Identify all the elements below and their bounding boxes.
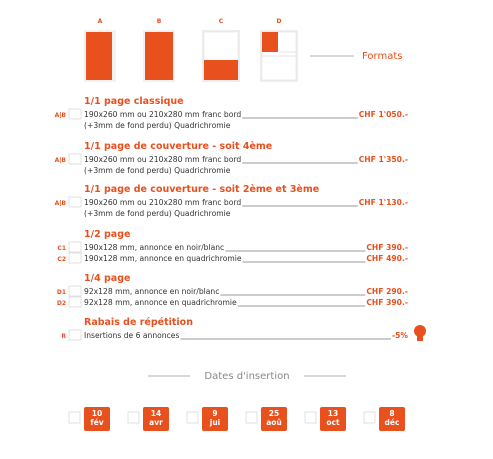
thumbnails xyxy=(84,30,298,82)
format-label: C xyxy=(219,18,224,25)
calendar xyxy=(143,407,169,431)
row-text: 92x128 mm, annonce en noir/blanc xyxy=(84,287,219,296)
row-text: 190x260 mm ou 210x280 mm franc bord xyxy=(84,110,241,119)
section-title: 1/2 page xyxy=(84,229,130,240)
format-label: B xyxy=(157,18,162,25)
section-title: Rabais de répétition xyxy=(84,317,193,328)
checkbox xyxy=(68,285,82,297)
code: A|B xyxy=(55,112,67,119)
calendar xyxy=(84,407,110,431)
row-text: (+3mm de fond perdu) Quadrichromie xyxy=(84,121,231,130)
section-title: 1/1 page classique xyxy=(84,96,184,107)
date-month: aoû xyxy=(266,418,282,427)
row-text: 190x260 mm ou 210x280 mm franc bord xyxy=(84,155,241,164)
format-label: D xyxy=(277,18,282,25)
section-title: 1/1 page de couverture - soit 4ème xyxy=(84,141,272,152)
code: A|B xyxy=(55,200,67,207)
checkbox xyxy=(68,108,82,120)
checkbox xyxy=(68,296,82,308)
code: R xyxy=(61,333,66,340)
code: D1 xyxy=(57,289,66,296)
dates-title: Dates d'insertion xyxy=(204,371,289,382)
checkbox xyxy=(245,411,258,424)
date-month: avr xyxy=(149,418,163,427)
checkbox xyxy=(363,411,376,424)
date-day: 13 xyxy=(328,409,338,418)
date-month: fév xyxy=(90,418,103,427)
checkbox xyxy=(127,411,140,424)
date-day: 9 xyxy=(212,409,217,418)
code: D2 xyxy=(57,300,66,307)
section-title: 1/4 page xyxy=(84,273,130,284)
price: -5% xyxy=(392,331,408,340)
section-title: 1/1 page de couverture - soit 2ème et 3è… xyxy=(84,184,319,195)
date-month: oct xyxy=(326,418,340,427)
checkbox xyxy=(68,153,82,165)
date-month: déc xyxy=(385,418,400,427)
price: CHF 390.- xyxy=(366,298,408,307)
date-day: 10 xyxy=(92,409,102,418)
calendar xyxy=(379,407,405,431)
calendar xyxy=(320,407,346,431)
price: CHF 1'130.- xyxy=(359,198,408,207)
checkbox xyxy=(304,411,317,424)
date-day: 8 xyxy=(389,409,394,418)
date-month: jui xyxy=(209,418,220,427)
row-text: 190x260 mm ou 210x280 mm franc bord xyxy=(84,198,241,207)
row-text: Insertions de 6 annonces xyxy=(84,331,179,340)
code: A|B xyxy=(55,157,67,164)
row-text: 190x128 mm, annonce en quadrichromie xyxy=(84,254,242,263)
bulb-icon xyxy=(414,325,426,341)
price: CHF 1'350.- xyxy=(359,155,408,164)
price: CHF 1'050.- xyxy=(359,110,408,119)
price: CHF 390.- xyxy=(366,243,408,252)
date-day: 14 xyxy=(151,409,161,418)
code: C1 xyxy=(57,245,66,252)
checkbox xyxy=(68,252,82,264)
checkbox xyxy=(68,196,82,208)
checkbox xyxy=(68,329,82,341)
date-day: 25 xyxy=(269,409,279,418)
calendar xyxy=(261,407,287,431)
price: CHF 490.- xyxy=(366,254,408,263)
price: CHF 290.- xyxy=(366,287,408,296)
checkbox xyxy=(186,411,199,424)
format-label: A xyxy=(98,18,103,25)
checkbox xyxy=(68,241,82,253)
row-text: (+3mm de fond perdu) Quadrichromie xyxy=(84,166,231,175)
formats-title: Formats xyxy=(362,51,402,62)
row-text: 190x128 mm, annonce en noir/blanc xyxy=(84,243,224,252)
row-text: (+3mm de fond perdu) Quadrichromie xyxy=(84,209,231,218)
code: C2 xyxy=(57,256,66,263)
checkbox xyxy=(68,411,81,424)
row-text: 92x128 mm, annonce en quadrichromie xyxy=(84,298,237,307)
calendar xyxy=(202,407,228,431)
